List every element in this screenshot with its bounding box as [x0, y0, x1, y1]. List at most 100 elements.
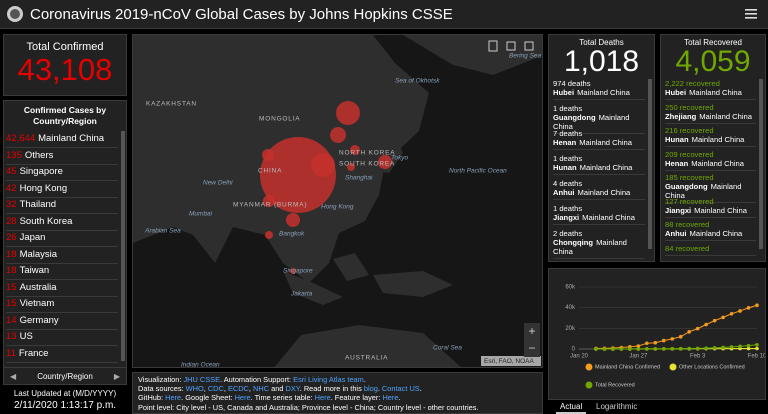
- data-point: [712, 318, 717, 323]
- count: 2,222 recovered: [665, 79, 720, 88]
- data-point: [755, 343, 759, 347]
- text: . Time series table:: [250, 393, 315, 403]
- list-title: Confirmed Cases by Country/Region: [23, 105, 107, 126]
- count: 14: [6, 314, 17, 326]
- list-item[interactable]: 1 deaths Jiangxi Mainland China: [553, 204, 645, 225]
- attribution-bg: [481, 356, 541, 366]
- list-row[interactable]: 42,644 Mainland China: [6, 131, 118, 148]
- link[interactable]: CDC: [207, 384, 224, 394]
- list-row[interactable]: 32 Thailand: [6, 197, 118, 214]
- list-row[interactable]: 28 South Korea: [6, 214, 118, 231]
- list-item[interactable]: 185 recovered Guangdong Mainland China: [665, 173, 756, 203]
- list-item[interactable]: 216 recovered Hunan Mainland China: [665, 126, 756, 147]
- link[interactable]: Here: [314, 393, 331, 403]
- list-item[interactable]: 7 deaths Henan Mainland China: [553, 129, 645, 150]
- series-line: [595, 304, 758, 349]
- count: 15: [6, 298, 17, 309]
- place: Zhejiang: [665, 111, 697, 121]
- list-row[interactable]: 42 Hong Kong: [6, 181, 118, 198]
- list-row[interactable]: 18 Taiwan: [6, 263, 118, 280]
- list-row[interactable]: 11 France: [6, 346, 118, 363]
- list-row[interactable]: 13 US: [6, 329, 118, 346]
- place: Anhui: [553, 188, 575, 197]
- link[interactable]: JHU CSSE: [183, 375, 221, 384]
- link[interactable]: ECDC: [227, 384, 249, 394]
- title: Coronavirus 2019-nCoV Global Cases by Jo…: [30, 6, 453, 23]
- link[interactable]: DXY: [285, 384, 300, 394]
- y-tick-label: 40k: [565, 305, 576, 311]
- region: Mainland China: [577, 188, 631, 197]
- link[interactable]: blog: [363, 384, 378, 394]
- place: Chongqing: [553, 238, 594, 247]
- place: Henan: [553, 138, 577, 147]
- data-point: [687, 346, 691, 351]
- list-row[interactable]: 18 Malaysia: [6, 247, 118, 264]
- scrollbar[interactable]: [759, 79, 763, 249]
- data-point: [704, 346, 708, 350]
- link[interactable]: Contact US: [381, 384, 420, 394]
- list-item[interactable]: 84 recovered: [665, 244, 756, 256]
- list-item[interactable]: 127 recovered Jiangxi Mainland China: [665, 197, 756, 218]
- list-item[interactable]: 974 deaths Hubei Mainland China: [553, 79, 645, 100]
- map-label: MYANMAR (BURMA): [233, 202, 307, 209]
- map-label: New Delhi: [203, 180, 233, 187]
- link[interactable]: Here: [382, 393, 399, 403]
- list-item[interactable]: 2 deaths Chongqing Mainland China: [553, 229, 645, 259]
- link[interactable]: Esri Living Atlas team: [293, 375, 364, 384]
- map-canvas[interactable]: KAZAKHSTAN MONGOLIA Sea of Okhotsk NORTH KO…: [133, 35, 543, 368]
- location: Guangdong Mainland China: [553, 113, 645, 131]
- zoom-controls[interactable]: + −: [524, 323, 540, 357]
- text: .: [377, 384, 382, 394]
- list-row[interactable]: 135 Others: [6, 148, 118, 165]
- region: Mainland China: [691, 135, 745, 144]
- region: Mainland China: [689, 229, 743, 238]
- region: Mainland China: [665, 182, 742, 200]
- place: South Korea: [19, 215, 73, 227]
- map-label: KAZAKHSTAN: [146, 101, 197, 108]
- link[interactable]: Here: [234, 393, 251, 403]
- map-label: Arabian Sea: [144, 228, 181, 235]
- place: Japan: [19, 232, 46, 243]
- list-item[interactable]: 250 recovered Zhejiang Mainland China: [665, 103, 756, 124]
- text: and: [269, 384, 286, 394]
- map[interactable]: KAZAKHSTAN MONGOLIA Sea of Okhotsk NORTH KO…: [132, 34, 543, 368]
- source-line: GitHub: Here. Google Sheet: Here. Time s…: [138, 393, 537, 402]
- list-item[interactable]: 1 deaths Guangdong Mainland China: [553, 104, 645, 134]
- tab[interactable]: Actual: [556, 401, 587, 414]
- legend-swatch: [669, 363, 677, 371]
- location: Hubei Mainland China: [665, 88, 756, 97]
- legend-label: Other Locations Confirmed: [679, 364, 745, 370]
- scrollbar[interactable]: [648, 79, 652, 249]
- list-row[interactable]: 15 Australia: [6, 280, 118, 297]
- scrollbar[interactable]: [121, 131, 125, 361]
- data-point: [695, 346, 700, 351]
- source-line: Point level: City level - US, Canada and…: [138, 403, 537, 412]
- map-tools[interactable]: [485, 39, 539, 53]
- menu-icon[interactable]: [745, 9, 757, 19]
- location: Hunan Mainland China: [553, 163, 645, 172]
- list-row[interactable]: 45 Singapore: [6, 164, 118, 181]
- link[interactable]: NHC: [253, 384, 270, 394]
- map-label: NORTH KOREA: [339, 150, 395, 157]
- text: .: [398, 393, 401, 403]
- prev-arrow[interactable]: ◀: [10, 372, 17, 381]
- list-item[interactable]: 209 recovered Henan Mainland China: [665, 150, 756, 171]
- next-arrow[interactable]: ▶: [113, 372, 120, 381]
- tab[interactable]: Logarithmic: [596, 402, 638, 411]
- link[interactable]: WHO: [185, 384, 204, 394]
- tool-icons[interactable]: [485, 39, 539, 53]
- link[interactable]: Here: [165, 393, 182, 403]
- list-row[interactable]: 14 Germany: [6, 313, 118, 330]
- list-item[interactable]: 88 recovered Anhui Mainland China: [665, 220, 756, 241]
- place: Thailand: [19, 199, 57, 210]
- list-row[interactable]: 26 Japan: [6, 230, 118, 247]
- list-item[interactable]: 1 deaths Hunan Mainland China: [553, 154, 645, 175]
- list-item[interactable]: 2,222 recovered Hubei Mainland China: [665, 79, 756, 100]
- map-label: North Pacific Ocean: [449, 168, 507, 175]
- data-point: [687, 330, 691, 334]
- list-row[interactable]: 15 Vietnam: [6, 296, 118, 313]
- place: Guangdong: [665, 182, 708, 191]
- list-item[interactable]: 4 deaths Anhui Mainland China: [553, 179, 645, 200]
- data-point: [661, 338, 666, 343]
- text: ,: [248, 384, 254, 394]
